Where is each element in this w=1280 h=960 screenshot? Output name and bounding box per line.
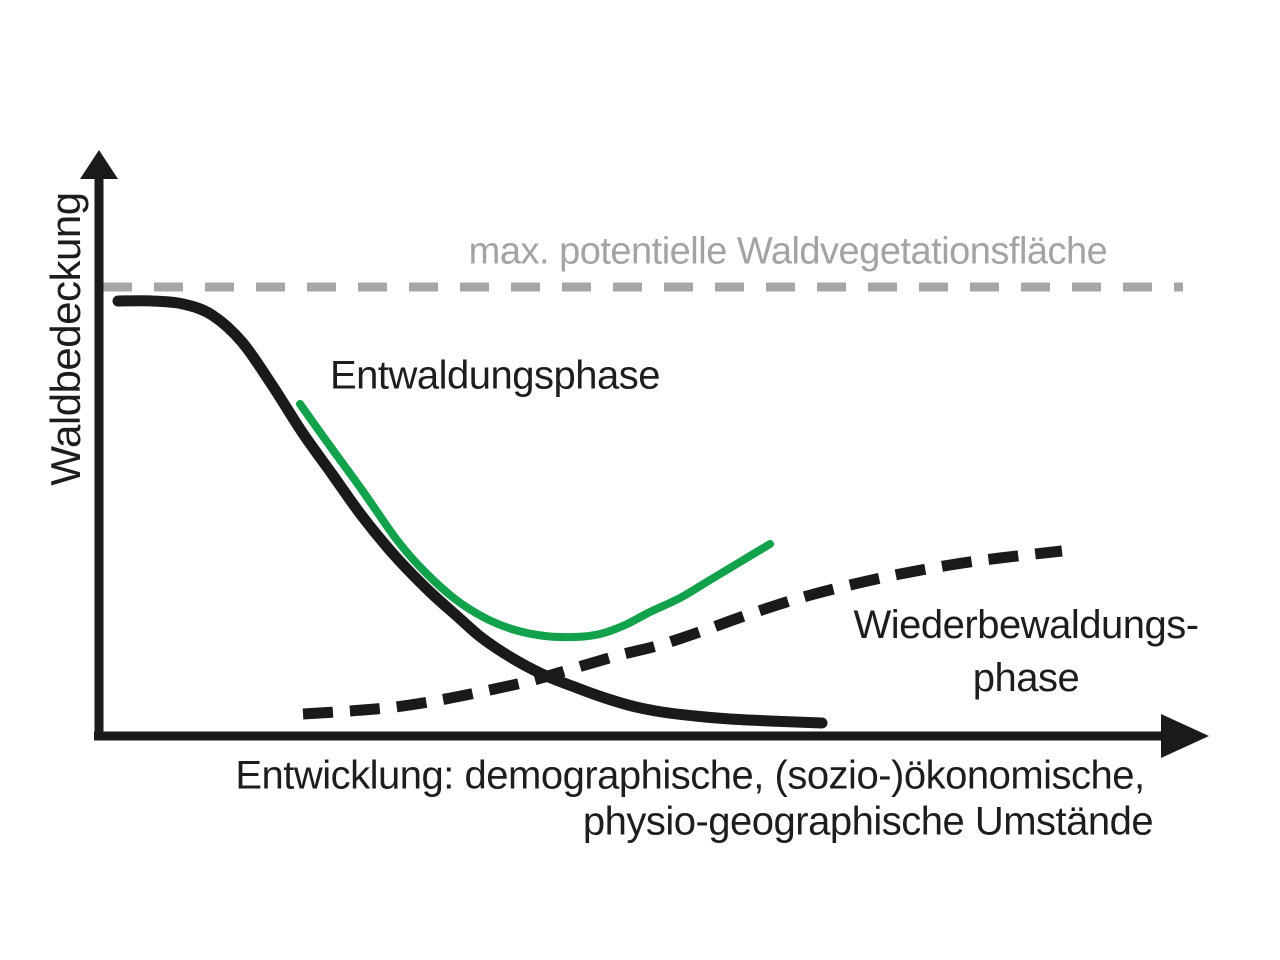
deforestation-forest-cover-curve [112,295,828,729]
max-potential-line-label: max. potentielle Waldvegetationsfläche [468,230,1108,273]
reforestation-phase-label: Wiederbewaldungs- phase [853,599,1199,705]
curves-layer [103,282,1183,729]
turnaround-green-curve [296,400,774,642]
x-axis-label-line1: Entwicklung: demographische, (sozio-)öko… [235,753,1145,798]
x-axis-arrow-icon [1161,714,1209,758]
reforestation-curve [302,545,1063,720]
y-axis-arrow-icon [80,150,118,179]
reforestation-phase-label-line2: phase [972,656,1080,700]
deforestation-phase-label: Entwaldungsphase [329,353,661,398]
reforestation-phase-label-line1: Wiederbewaldungs- [853,603,1199,647]
y-axis-label: Waldbedeckung [42,192,89,486]
axes [80,150,1209,758]
x-axis-label-line2: physio-geographische Umstände [582,799,1154,844]
